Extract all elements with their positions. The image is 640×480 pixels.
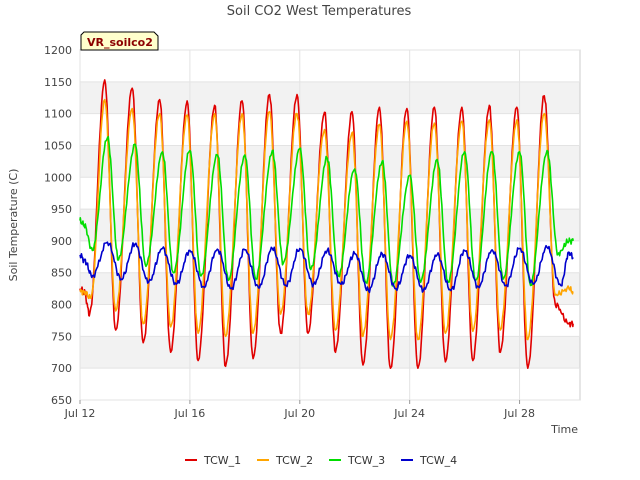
- series-line-tcw_2: [79, 98, 574, 341]
- chart-badge: VR_soilco2: [80, 31, 159, 51]
- legend: TCW_1 TCW_2 TCW_3 TCW_4: [185, 454, 457, 467]
- y-tick-label: 850: [51, 267, 72, 280]
- chart-title: Soil CO2 West Temperatures: [227, 4, 412, 19]
- y-tick-label: 1050: [44, 139, 72, 152]
- legend-label: TCW_4: [419, 454, 457, 467]
- y-tick-label: 900: [51, 235, 72, 248]
- series-line-tcw_4: [79, 241, 574, 294]
- y-tick-label: 800: [51, 299, 72, 312]
- series-line-tcw_3: [79, 135, 574, 287]
- y-tick-label: 1150: [44, 76, 72, 89]
- x-tick-label: Jul 16: [174, 407, 206, 420]
- y-tick-label: 950: [51, 203, 72, 216]
- y-tick-label: 650: [51, 394, 72, 407]
- grid-band: [80, 368, 580, 400]
- x-tick-label: Jul 24: [393, 407, 425, 420]
- grid-band: [80, 113, 580, 146]
- x-tick-label: Jul 28: [503, 407, 535, 420]
- grid-band: [80, 50, 580, 82]
- x-axis-label: Time: [550, 423, 578, 436]
- x-tick-label: Jul 12: [64, 407, 96, 420]
- legend-label: TCW_2: [275, 454, 313, 467]
- grid-band: [80, 81, 580, 114]
- legend-label: TCW_3: [347, 454, 385, 467]
- x-tick-label: Jul 20: [283, 407, 315, 420]
- y-tick-label: 1100: [44, 108, 72, 121]
- grid-band: [80, 336, 580, 369]
- y-tick-label: 1000: [44, 171, 72, 184]
- y-tick-label: 700: [51, 362, 72, 375]
- legend-label: TCW_1: [203, 454, 241, 467]
- y-tick-label: 750: [51, 330, 72, 343]
- y-tick-label: 1200: [44, 44, 72, 57]
- y-axis-label: Soil Temperature (C): [7, 169, 20, 282]
- badge-label: VR_soilco2: [87, 36, 153, 49]
